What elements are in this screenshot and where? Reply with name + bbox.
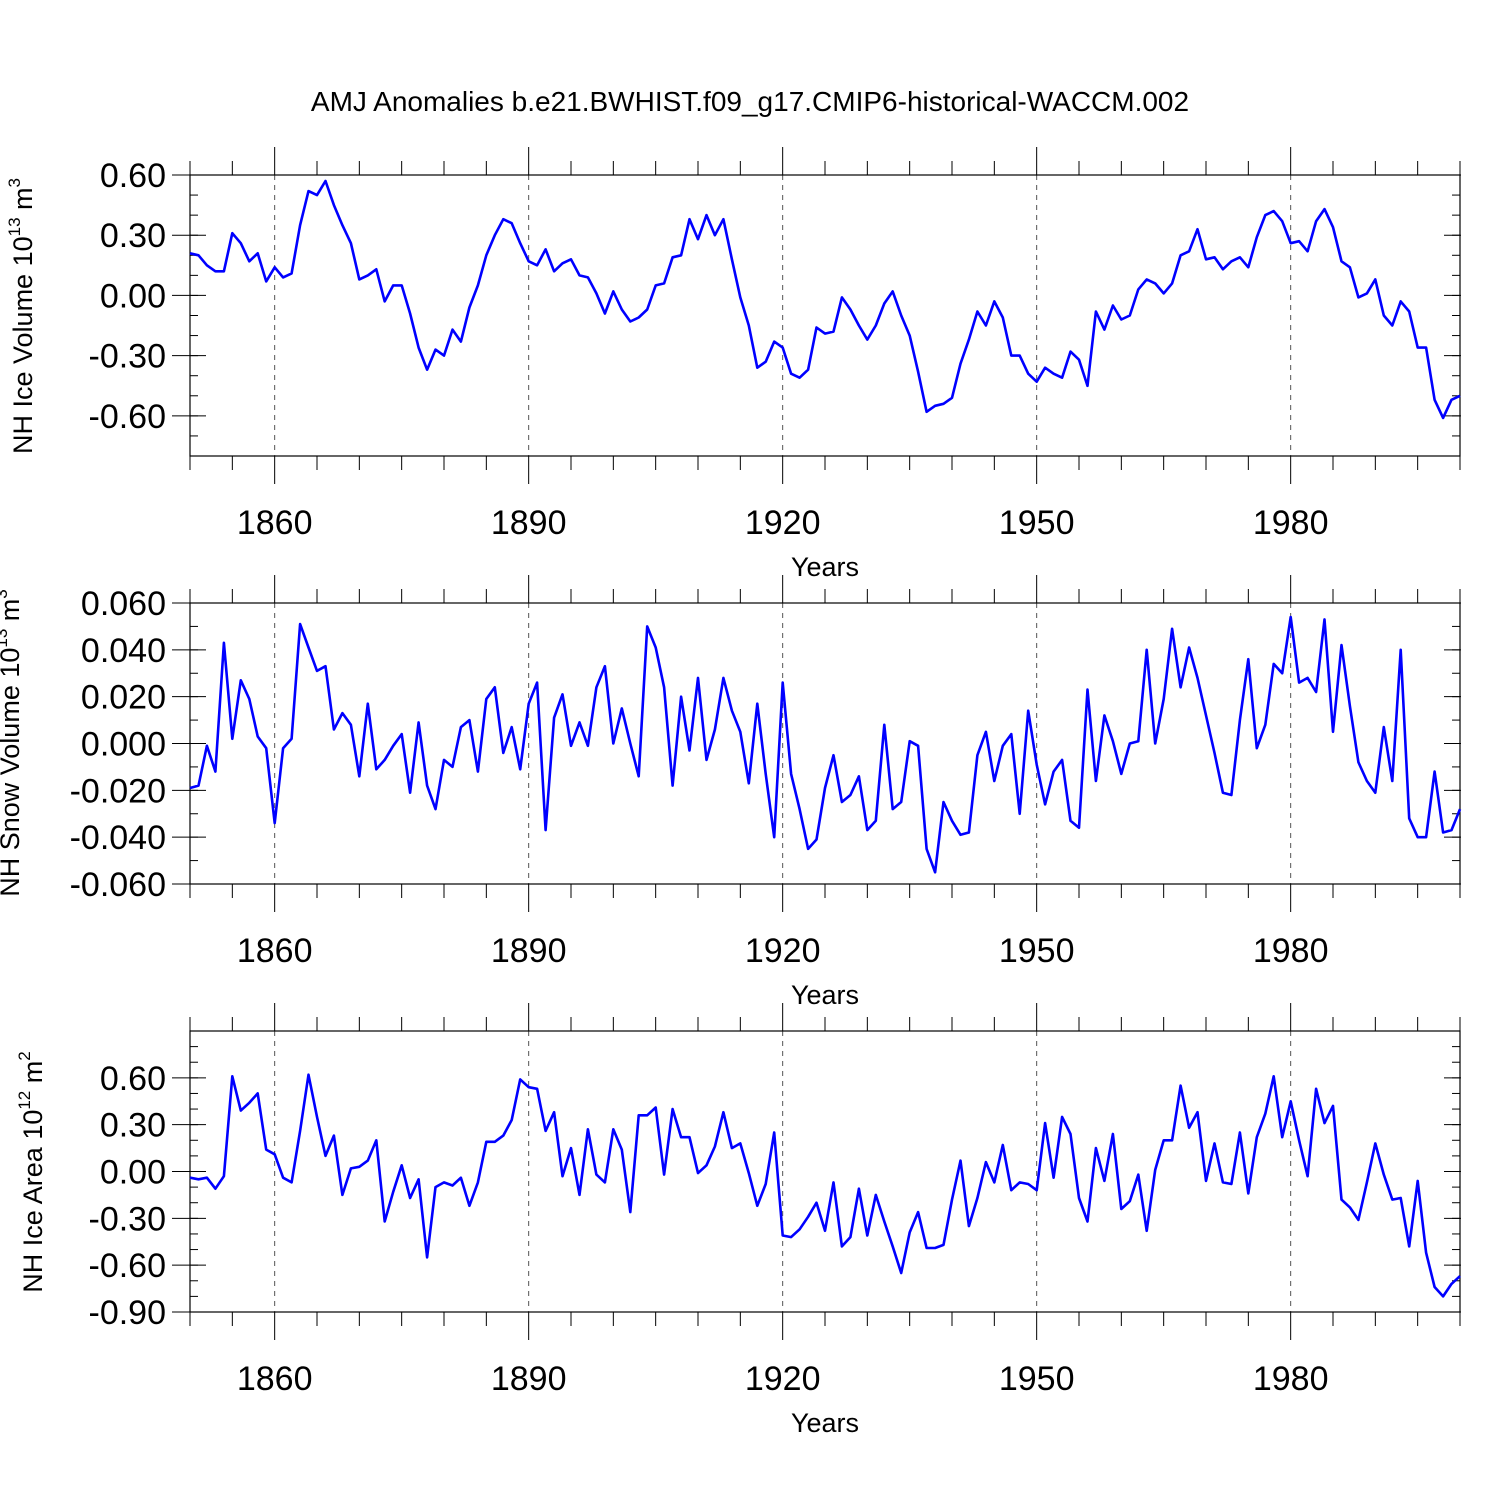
y-axis-label-unit: m [18, 1061, 48, 1091]
y-axis-label-text: NH Ice Area 10 [18, 1110, 48, 1293]
plot-frame [189, 174, 1461, 457]
y-tick-label: -0.90 [89, 1294, 167, 1332]
x-tick-label: 1950 [999, 1360, 1075, 1398]
y-axis-label-unit-exponent: 3 [5, 178, 24, 187]
y-axis-label-text: NH Ice Volume 10 [8, 236, 38, 454]
y-axis-label-unit-exponent: 2 [15, 1051, 34, 1060]
x-tick-label: 1920 [745, 504, 821, 542]
y-tick-label: -0.60 [89, 1247, 167, 1285]
y-tick-label: -0.30 [89, 338, 167, 376]
y-tick-label: 0.040 [81, 632, 166, 670]
y-tick-label: 0.020 [81, 679, 166, 717]
panel-ice-volume: -0.60 -0.30 0.00 0.30 0.60 1860 1890 1920 1950 19… [5, 147, 1461, 582]
y-tick-label: 0.30 [100, 1107, 166, 1145]
figure-title: AMJ Anomalies b.e21.BWHIST.f09_g17.CMIP6… [311, 86, 1189, 117]
y-axis-label-text: NH Snow Volume 10 [0, 648, 25, 897]
y-axis-label-exponent: 13 [5, 217, 24, 236]
y-tick-label: 0.60 [100, 157, 166, 195]
y-axis-label-exponent: 12 [15, 1091, 34, 1110]
data-series-line [189, 1073, 1461, 1298]
x-tick-label: 1980 [1253, 932, 1329, 970]
y-axis-label-unit-exponent: 3 [0, 589, 11, 598]
y-axis-label: NH Snow Volume 1013 m3 [0, 589, 25, 897]
y-axis-label-exponent: 13 [0, 629, 11, 648]
y-tick-label: -0.60 [89, 398, 167, 436]
y-tick-label: -0.060 [70, 866, 166, 904]
x-tick-label: 1890 [491, 1360, 567, 1398]
panel-snow-volume: -0.060 -0.040 -0.020 0.000 0.020 0.040 0.060 18… [0, 575, 1462, 1010]
y-tick-label: 0.00 [100, 277, 166, 315]
y-tick-label: 0.060 [81, 585, 166, 623]
x-axis-label: Years [791, 552, 859, 582]
data-series-line [189, 615, 1462, 874]
x-tick-label: 1890 [491, 504, 567, 542]
x-tick-label: 1920 [745, 932, 821, 970]
x-axis-label: Years [791, 980, 859, 1010]
panel-ice-area: -0.90 -0.60 -0.30 0.00 0.30 0.60 1860 1890 1920 1… [15, 1003, 1461, 1438]
plot-frame [189, 602, 1461, 885]
x-tick-label: 1920 [745, 1360, 821, 1398]
x-tick-label: 1950 [999, 504, 1075, 542]
x-tick-label: 1890 [491, 932, 567, 970]
x-tick-label: 1950 [999, 932, 1075, 970]
x-tick-label: 1980 [1253, 1360, 1329, 1398]
x-tick-label: 1980 [1253, 504, 1329, 542]
x-tick-label: 1860 [237, 1360, 313, 1398]
y-tick-label: 0.60 [100, 1060, 166, 1098]
x-tick-label: 1860 [237, 504, 313, 542]
y-tick-label: 0.000 [81, 726, 166, 764]
y-tick-label: 0.30 [100, 217, 166, 255]
y-axis-label: NH Ice Area 1012 m2 [15, 1051, 48, 1292]
y-tick-label: -0.30 [89, 1200, 167, 1238]
y-axis-label-unit: m [0, 599, 25, 629]
data-series-line [189, 179, 1461, 420]
y-tick-label: 0.00 [100, 1154, 166, 1192]
x-tick-label: 1860 [237, 932, 313, 970]
x-axis-label: Years [791, 1408, 859, 1438]
y-axis-label-unit: m [8, 187, 38, 217]
y-tick-label: -0.020 [70, 772, 166, 810]
y-axis-label: NH Ice Volume 1013 m3 [5, 178, 38, 454]
y-tick-label: -0.040 [70, 819, 166, 857]
